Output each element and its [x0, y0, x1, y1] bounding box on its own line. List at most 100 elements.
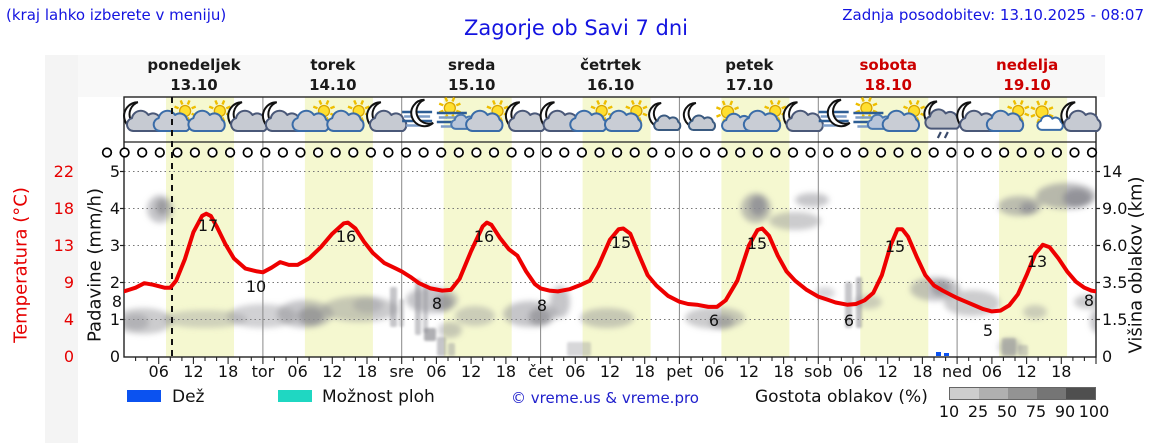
weather-icon-moon-small-cloud [682, 102, 717, 132]
svg-text:06: 06 [426, 362, 446, 381]
weather-icon-sun-small-cloud [1030, 100, 1064, 131]
day-name: petek [725, 56, 774, 74]
day-name: nedelja [996, 56, 1059, 74]
weather-icon-cloud-sun [604, 99, 648, 132]
svg-text:06: 06 [565, 362, 585, 381]
svg-text:1: 1 [110, 310, 120, 329]
cloud-density-scale-value: 75 [1025, 402, 1047, 421]
svg-text:0: 0 [1102, 347, 1112, 366]
cloud-density-scale-value: 100 [1078, 402, 1110, 421]
svg-text:ned: ned [942, 362, 972, 381]
svg-text:13: 13 [54, 236, 74, 255]
svg-text:18: 18 [54, 199, 74, 218]
weather-icon-moon-cloud [1060, 101, 1102, 132]
svg-text:6: 6 [709, 311, 719, 330]
svg-text:6.0: 6.0 [1102, 236, 1127, 255]
weather-icons-row [123, 96, 1102, 139]
day-header-sobota: sobota 18.10 [818, 56, 958, 95]
rain-legend-swatch [127, 390, 161, 402]
weather-icon-moon-cloud [366, 101, 408, 132]
temperature-curve [124, 211, 1096, 314]
day-date: 14.10 [309, 75, 357, 94]
svg-text:pet: pet [666, 362, 692, 381]
cloud-density-scale-value: 50 [996, 402, 1018, 421]
cloud-density-scale-value: 10 [938, 402, 960, 421]
cloud-density-scale [949, 387, 1096, 400]
svg-text:18: 18 [635, 362, 655, 381]
day-name: torek [310, 56, 356, 74]
svg-text:čet: čet [528, 362, 553, 381]
weather-icon-cloud-sun [326, 99, 370, 132]
svg-text:10: 10 [246, 277, 266, 296]
svg-text:15: 15 [611, 233, 631, 252]
svg-text:5: 5 [983, 321, 993, 340]
svg-text:06: 06 [704, 362, 724, 381]
daylight-bands [166, 97, 1068, 357]
svg-text:18: 18 [357, 362, 377, 381]
cloud-density-scale-segment [1037, 388, 1066, 399]
svg-text:1.5: 1.5 [1102, 310, 1127, 329]
cloud-density-legend-label: Gostota oblakov (%) [755, 387, 928, 407]
svg-text:3: 3 [110, 236, 120, 255]
weather-icon-cloud-sun [465, 99, 509, 132]
svg-text:12: 12 [183, 362, 203, 381]
weather-icon-cloud-sun [985, 99, 1030, 132]
svg-text:12: 12 [600, 362, 620, 381]
svg-text:12: 12 [322, 362, 342, 381]
day-date: 13.10 [170, 75, 218, 94]
left-gutter [45, 55, 78, 443]
menu-hint: (kraj lahko izberete v meniju) [6, 6, 227, 24]
day-date: 19.10 [1003, 75, 1051, 94]
svg-text:tor: tor [252, 362, 275, 381]
svg-text:0: 0 [64, 347, 74, 366]
svg-text:18: 18 [496, 362, 516, 381]
svg-text:18: 18 [912, 362, 932, 381]
svg-text:8: 8 [112, 292, 122, 311]
cloud-height-tick-labels: 14 9.0 6.0 3.5 1.5 0 [1102, 162, 1127, 366]
temperature-tick-labels: 22 18 13 9 4 0 [54, 162, 74, 366]
day-header-torek: torek 14.10 [263, 56, 403, 95]
day-header-četrtek: četrtek 16.10 [541, 56, 681, 95]
day-header-sreda: sreda 15.10 [402, 56, 542, 95]
weather-icon-cloud-sun [187, 99, 231, 132]
showers-legend-swatch [278, 390, 312, 402]
svg-text:6: 6 [844, 311, 854, 330]
weather-icon-moon-cloud [782, 101, 824, 132]
showers-legend-label: Možnost ploh [322, 387, 435, 407]
last-update: Zadnja posodobitev: 13.10.2025 - 08:07 [842, 6, 1144, 24]
precipitation-tick-labels: 5 4 3 2 1 0 [110, 162, 120, 366]
weather-icon-moon-cloud [504, 101, 547, 132]
header-band [45, 55, 1105, 97]
svg-text:sre: sre [389, 362, 413, 381]
wind-calm-symbols [101, 147, 1098, 158]
day-name: sreda [448, 56, 496, 74]
cloud-density-shading [124, 183, 1096, 356]
svg-text:22: 22 [54, 162, 74, 181]
day-name: četrtek [580, 56, 642, 74]
svg-text:12: 12 [1016, 362, 1036, 381]
day-header-nedelja: nedelja 19.10 [957, 56, 1097, 95]
axis-edge-ticks [120, 170, 1100, 321]
svg-text:8: 8 [537, 296, 547, 315]
svg-text:18: 18 [218, 362, 238, 381]
svg-text:17: 17 [198, 216, 218, 235]
svg-text:12: 12 [878, 362, 898, 381]
weather-icon-moon-small-cloud [648, 102, 682, 132]
weather-icon-moon-cloud [227, 101, 269, 132]
weather-icon-moon-fog [402, 98, 434, 128]
day-name: ponedeljek [147, 56, 241, 74]
svg-text:12: 12 [739, 362, 759, 381]
svg-text:4: 4 [110, 199, 120, 218]
svg-text:sob: sob [804, 362, 832, 381]
weather-icon-moon-cloud-rain [923, 100, 961, 139]
weather-icon-cloud-sun [742, 99, 787, 132]
cloud-density-scale-segment [1066, 388, 1095, 399]
svg-text:9: 9 [64, 273, 74, 292]
svg-text:13: 13 [1027, 252, 1047, 271]
svg-text:18: 18 [1051, 362, 1071, 381]
svg-text:2: 2 [110, 273, 120, 292]
svg-text:8: 8 [1084, 291, 1094, 310]
